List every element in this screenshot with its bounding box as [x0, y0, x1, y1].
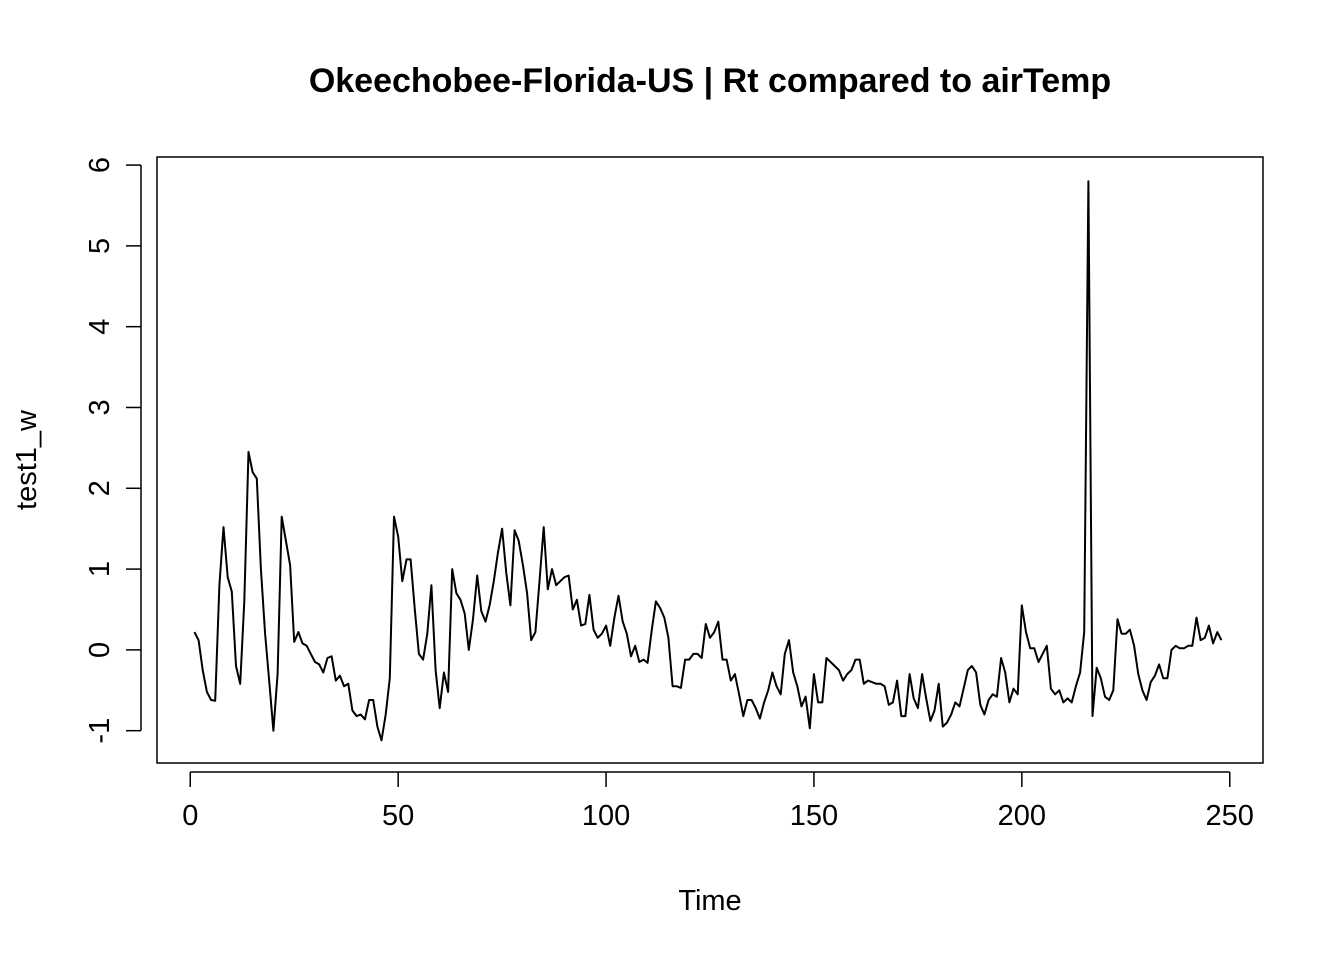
- y-tick-label: 6: [84, 157, 116, 173]
- y-tick-label: 1: [84, 561, 116, 577]
- x-axis-label: Time: [678, 885, 741, 917]
- x-axis: 0 50 100 150 200 250: [182, 771, 1254, 832]
- y-tick-label: 0: [84, 642, 116, 658]
- series-layer: [193, 180, 1223, 742]
- series-line: [193, 180, 1223, 742]
- x-tick-label: 50: [382, 800, 414, 832]
- chart-title: Okeechobee-Florida-US | Rt compared to a…: [309, 62, 1111, 100]
- plot-frame: [156, 156, 1264, 764]
- x-tick-label: 100: [582, 800, 630, 832]
- y-tick-label: 3: [84, 399, 116, 415]
- y-tick-label: 4: [84, 319, 116, 335]
- y-axis: -1 0 1 2 3 4 5 6: [84, 157, 142, 744]
- x-tick-label: 150: [790, 800, 838, 832]
- y-axis-label: test1_w: [11, 409, 43, 510]
- x-tick-label: 0: [182, 800, 198, 832]
- y-tick-label: -1: [84, 718, 116, 744]
- y-tick-label: 2: [84, 480, 116, 496]
- x-tick-label: 200: [998, 800, 1046, 832]
- x-tick-label: 250: [1206, 800, 1254, 832]
- y-tick-label: 5: [84, 238, 116, 254]
